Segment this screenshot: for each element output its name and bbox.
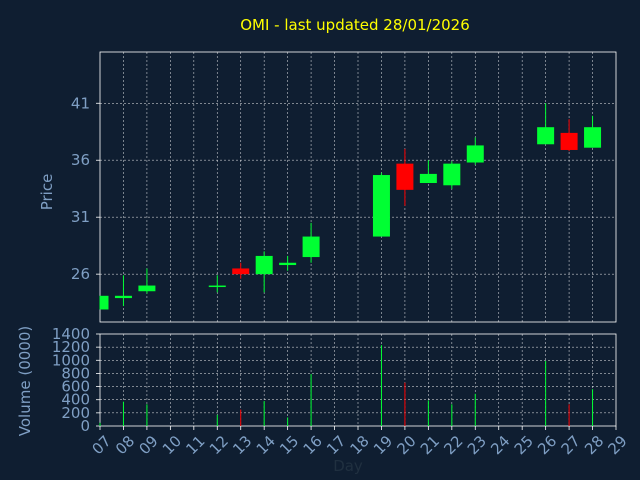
price-tick-label: 31: [71, 208, 90, 226]
price-y-axis: 26 31 36 41: [71, 94, 100, 283]
candle-body: [255, 255, 273, 275]
volume-tick-label: 1000: [52, 351, 90, 369]
volume-bars: [99, 345, 594, 426]
day-tick-label: 18: [347, 432, 373, 458]
day-tick-label: 15: [276, 432, 302, 458]
candle-body: [279, 262, 297, 266]
day-tick-label: 19: [370, 432, 396, 458]
day-tick-label: 29: [605, 432, 631, 458]
volume-tick-label: 1400: [52, 325, 90, 343]
day-tick-label: 25: [511, 432, 537, 458]
candle-body: [372, 175, 390, 237]
day-tick-label: 27: [558, 432, 584, 458]
day-tick-label: 28: [581, 432, 607, 458]
day-tick-label: 11: [182, 432, 208, 458]
candle-body: [396, 163, 414, 190]
candle-body: [443, 163, 461, 186]
candle-body: [208, 285, 226, 288]
day-tick-label: 14: [253, 432, 279, 458]
day-axis-label: Day: [333, 457, 363, 475]
price-tick-label: 26: [71, 265, 90, 283]
day-x-axis: 0708091011121314151617181920212223242526…: [89, 426, 631, 458]
candle-body: [138, 285, 156, 292]
candle-body: [560, 132, 578, 150]
volume-tick-label: 400: [61, 391, 90, 409]
candle-body: [466, 145, 484, 163]
day-tick-label: 12: [206, 432, 232, 458]
candle-body: [100, 295, 109, 310]
day-tick-label: 16: [300, 432, 326, 458]
volume-tick-label: 1200: [52, 338, 90, 356]
day-tick-label: 09: [135, 432, 161, 458]
day-tick-label: 26: [534, 432, 560, 458]
price-gridlines: [100, 52, 616, 322]
day-tick-label: 20: [393, 432, 419, 458]
volume-axis-label: Volume (0000): [16, 326, 34, 436]
candle-body: [419, 173, 437, 184]
price-axis-label: Price: [38, 174, 56, 211]
day-tick-label: 07: [89, 432, 115, 458]
volume-tick-label: 600: [61, 378, 90, 396]
day-tick-label: 17: [323, 432, 349, 458]
day-tick-label: 10: [159, 432, 185, 458]
candle-body: [114, 295, 132, 299]
day-tick-label: 08: [112, 432, 138, 458]
candle-body: [232, 268, 250, 275]
candle-body: [584, 127, 602, 148]
price-candles: [99, 103, 602, 310]
day-tick-label: 21: [417, 432, 443, 458]
day-tick-label: 22: [440, 432, 466, 458]
day-tick-label: 13: [229, 432, 255, 458]
chart-title: OMI - last updated 28/01/2026: [240, 16, 470, 34]
price-tick-label: 41: [71, 94, 90, 112]
volume-tick-label: 800: [61, 364, 90, 382]
candle-body: [302, 236, 320, 258]
day-tick-label: 23: [464, 432, 490, 458]
day-tick-label: 24: [487, 432, 513, 458]
price-tick-label: 36: [71, 151, 90, 169]
candle-body: [537, 127, 555, 145]
volume-tick-label: 0: [80, 417, 90, 435]
volume-tick-label: 200: [61, 404, 90, 422]
